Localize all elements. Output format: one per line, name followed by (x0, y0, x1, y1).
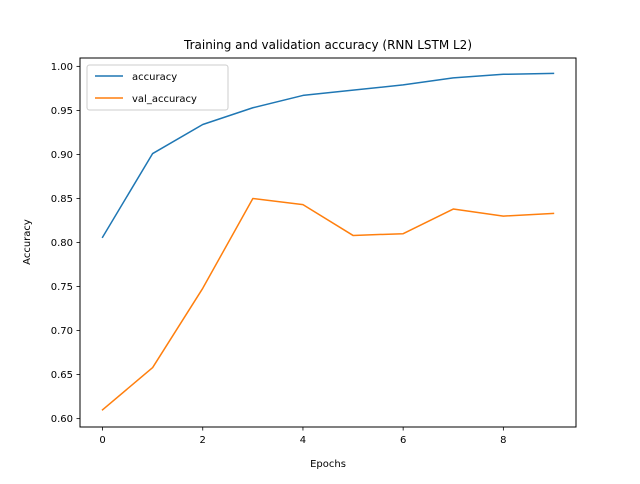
y-tick-label: 0.70 (51, 326, 73, 337)
chart-title: Training and validation accuracy (RNN LS… (183, 38, 472, 52)
y-tick-label: 0.80 (51, 238, 73, 249)
x-axis-label: Epochs (310, 459, 346, 470)
x-tick-label: 2 (200, 435, 206, 446)
y-tick-label: 0.60 (51, 414, 73, 425)
x-tick-label: 6 (400, 435, 406, 446)
x-tick-label: 8 (500, 435, 506, 446)
series-line-accuracy (101, 72, 555, 239)
x-axis: 0 2 4 6 8 (99, 427, 507, 446)
y-axis-label: Accuracy (22, 219, 33, 265)
series-layer (101, 72, 555, 411)
x-tick-label: 0 (99, 435, 105, 446)
legend-label-accuracy: accuracy (132, 72, 177, 83)
y-tick-label: 0.65 (51, 370, 73, 381)
series-line-val-accuracy (101, 197, 555, 411)
legend-label-val-accuracy: val_accuracy (132, 94, 197, 105)
y-tick-label: 0.85 (51, 194, 73, 205)
y-axis: 0.60 0.65 0.70 0.75 0.80 0.85 0.90 0.95 1.00 (51, 62, 80, 425)
y-tick-label: 0.75 (51, 282, 73, 293)
y-tick-label: 0.95 (51, 106, 73, 117)
y-tick-label: 1.00 (51, 62, 73, 73)
y-tick-label: 0.90 (51, 150, 73, 161)
x-tick-label: 4 (300, 435, 306, 446)
legend: accuracy val_accuracy (86, 64, 229, 111)
